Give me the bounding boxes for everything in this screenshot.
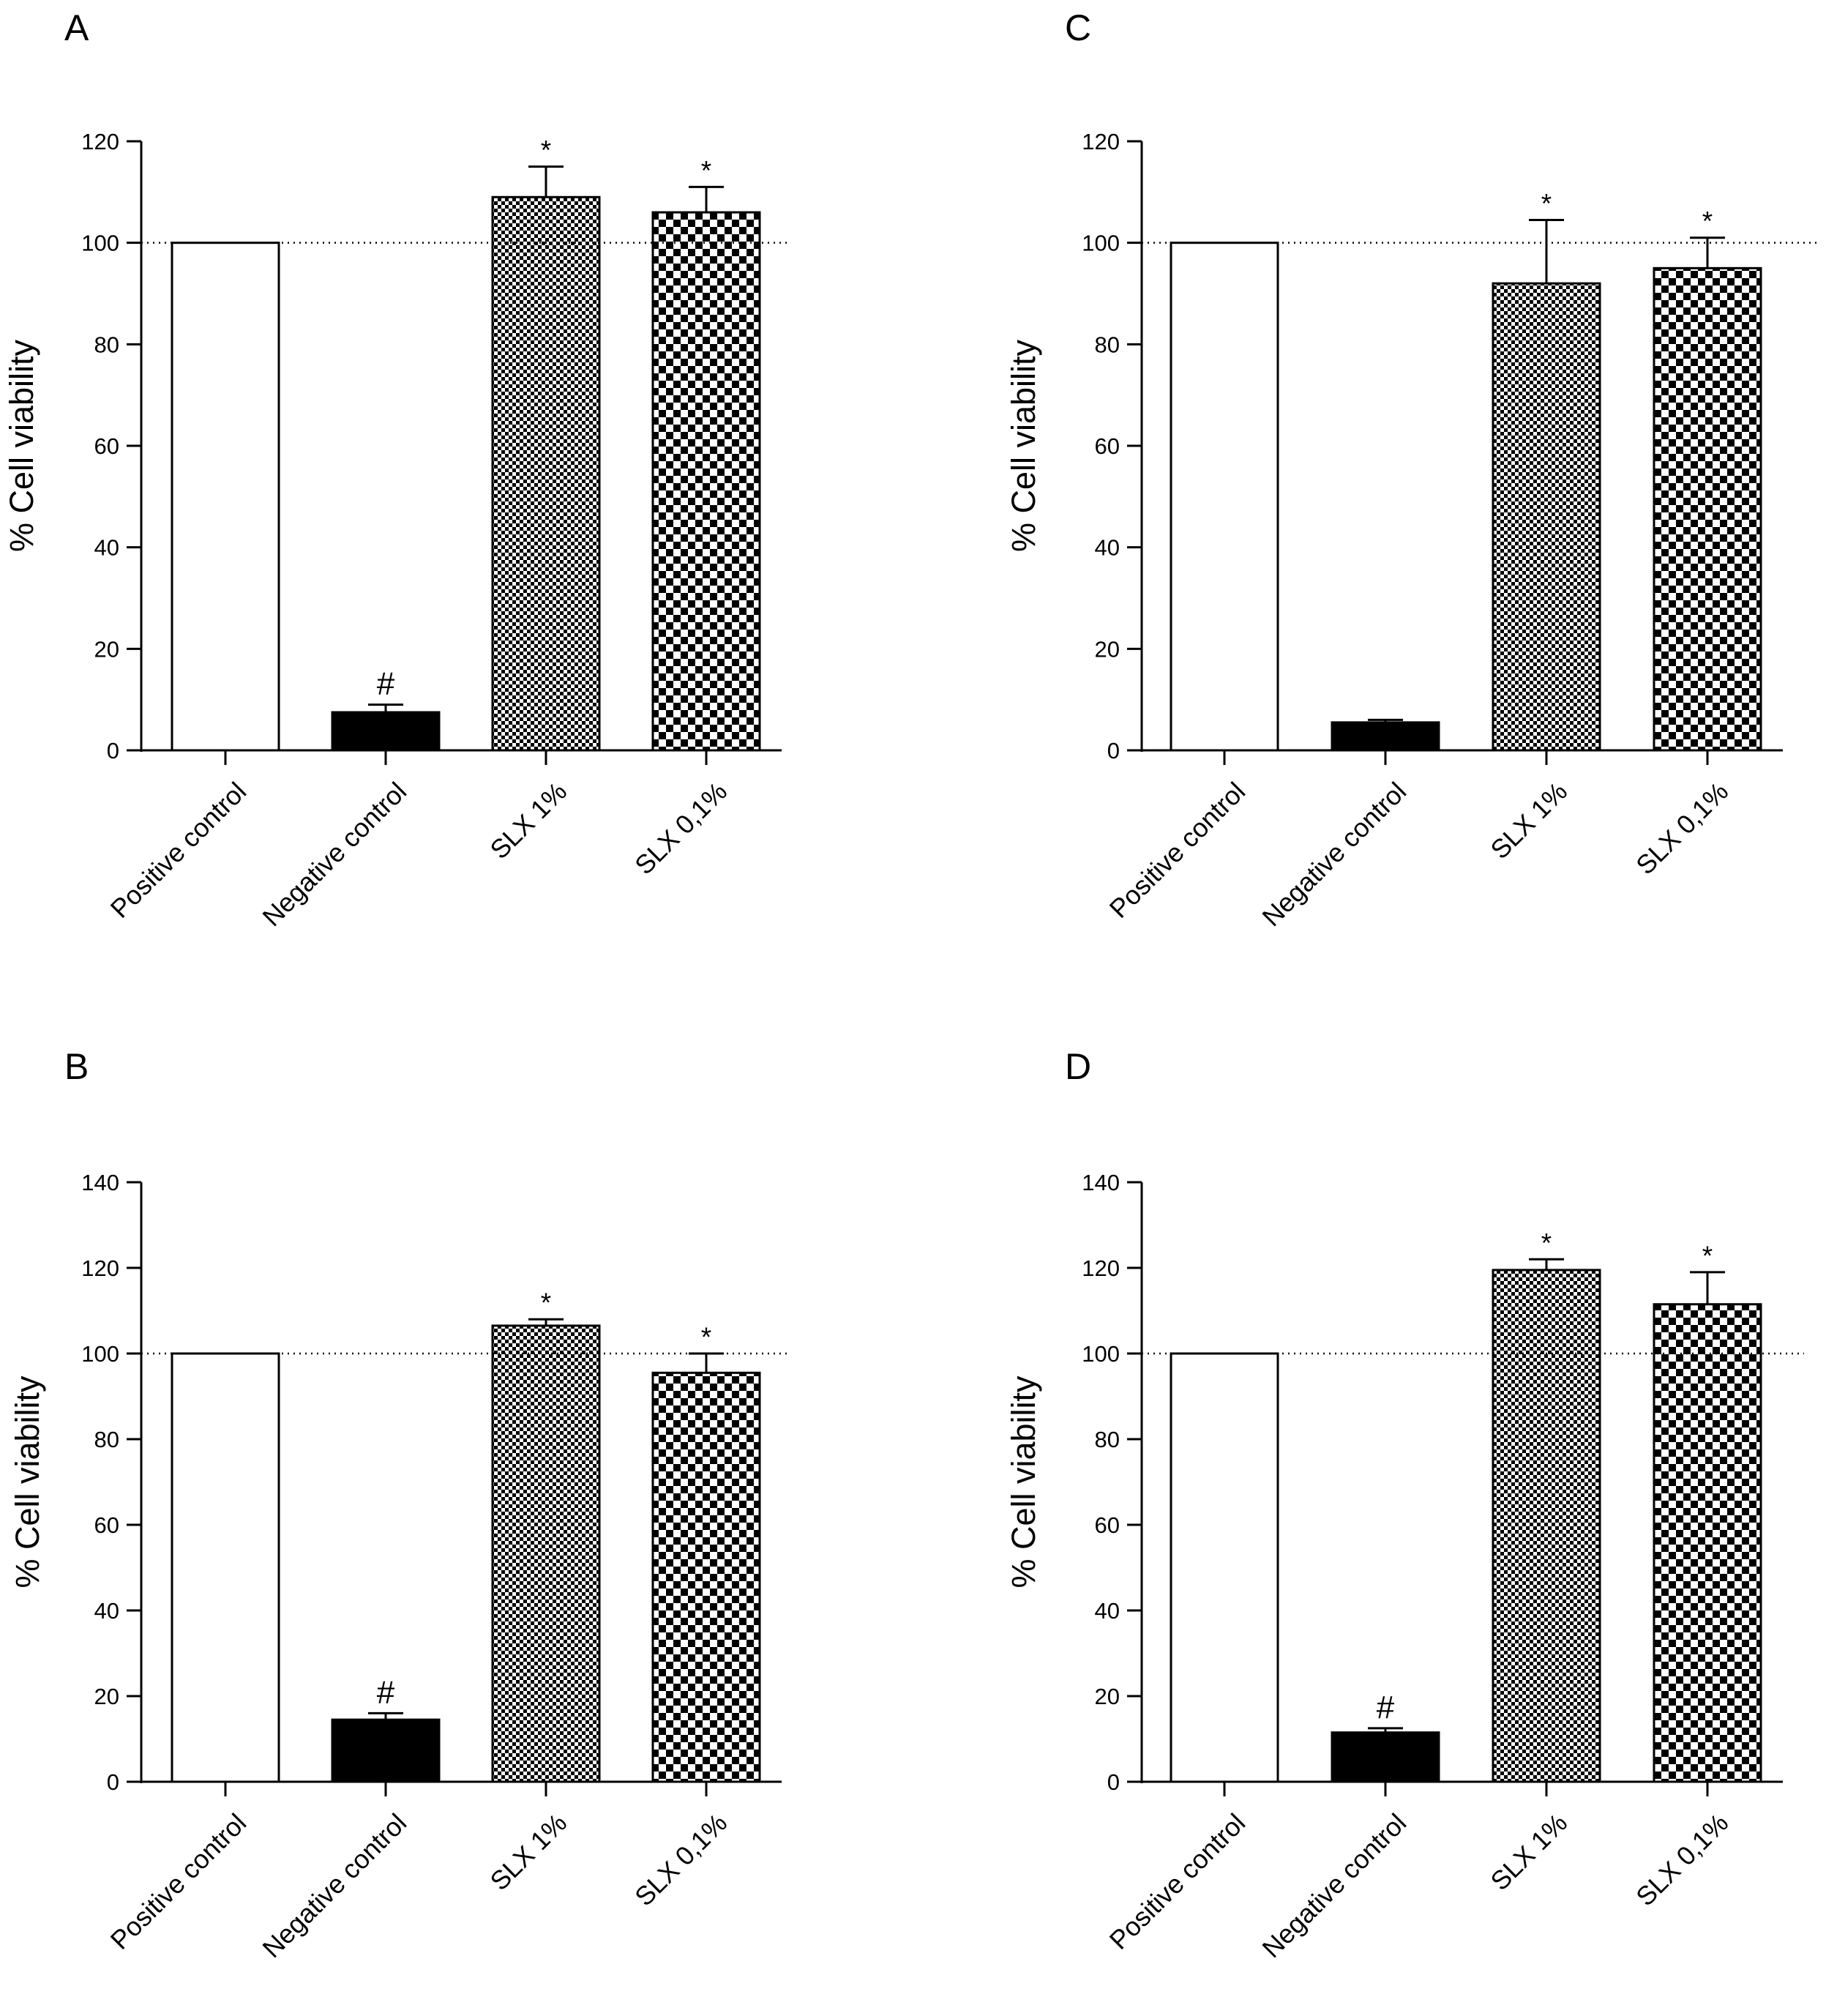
y-tick-label: 100 bbox=[1082, 231, 1120, 256]
significance-asterisk: * bbox=[1541, 1228, 1552, 1258]
y-tick-label: 140 bbox=[1082, 1170, 1120, 1195]
panel-A: A 0 20 40 60 80 100 120 % Cell viability Positiv… bbox=[3, 7, 787, 932]
significance-asterisk: * bbox=[701, 155, 711, 185]
bar-slx-1 bbox=[1492, 1269, 1601, 1783]
significance-asterisk: * bbox=[1702, 1241, 1713, 1271]
panel-letter-A: A bbox=[64, 7, 89, 48]
bar-negative-control bbox=[1331, 721, 1440, 752]
y-tick-label: 0 bbox=[107, 1769, 119, 1795]
panel-B: B 0 20 40 60 80 100 120 140 % Cell viability Posi… bbox=[9, 1046, 787, 1963]
x-tick-label-slx-0-1: SLX 0,1% bbox=[1630, 776, 1734, 880]
y-tick-label: 20 bbox=[94, 1684, 119, 1709]
y-tick-label: 100 bbox=[81, 1341, 119, 1367]
x-tick-label-slx-1: SLX 1% bbox=[484, 776, 572, 865]
bar-positive-control bbox=[1170, 242, 1279, 752]
x-tick-label-slx-1: SLX 1% bbox=[1484, 1807, 1573, 1896]
x-tick-label-negative-control: Negative control bbox=[256, 1807, 412, 1963]
y-tick-label: 60 bbox=[94, 1512, 119, 1538]
x-tick-label-positive-control: Positive control bbox=[105, 1807, 252, 1955]
y-tick-label: 100 bbox=[81, 231, 119, 256]
significance-asterisk: * bbox=[1541, 188, 1552, 218]
y-tick-label: 80 bbox=[1095, 332, 1120, 357]
y-tick-label: 60 bbox=[94, 433, 119, 459]
y-tick-label: 120 bbox=[81, 129, 119, 154]
x-tick-label-slx-1: SLX 1% bbox=[1484, 776, 1573, 865]
bar-negative-control bbox=[331, 711, 441, 752]
significance-hash: # bbox=[377, 1674, 395, 1710]
x-tick-label-slx-0-1: SLX 0,1% bbox=[629, 1807, 733, 1911]
panel-letter-B: B bbox=[64, 1046, 89, 1087]
y-tick-label: 80 bbox=[94, 332, 119, 357]
significance-asterisk: * bbox=[541, 1288, 551, 1318]
y-tick-label: 40 bbox=[94, 535, 119, 561]
x-tick-label-positive-control: Positive control bbox=[1104, 1807, 1251, 1955]
y-tick-label: 120 bbox=[1082, 129, 1120, 154]
bar-slx-0-1 bbox=[651, 211, 761, 752]
y-axis-title: % Cell viability bbox=[1005, 1375, 1042, 1588]
y-tick-label: 120 bbox=[1082, 1255, 1120, 1281]
bar-slx-0-1 bbox=[1653, 266, 1762, 752]
y-axis-title: % Cell viability bbox=[1005, 339, 1042, 552]
bar-slx-0-1 bbox=[1653, 1303, 1762, 1783]
y-tick-label: 40 bbox=[94, 1598, 119, 1624]
y-tick-label: 120 bbox=[81, 1255, 119, 1281]
y-tick-label: 0 bbox=[107, 738, 119, 764]
y-tick-label: 0 bbox=[1107, 1769, 1120, 1795]
y-axis-title: % Cell viability bbox=[9, 1375, 46, 1588]
bar-slx-1 bbox=[491, 195, 601, 752]
bar-positive-control bbox=[171, 1352, 280, 1783]
y-tick-label: 60 bbox=[1095, 433, 1120, 459]
bar-positive-control bbox=[1170, 1352, 1279, 1783]
significance-hash: # bbox=[377, 666, 395, 702]
significance-asterisk: * bbox=[541, 135, 551, 165]
significance-asterisk: * bbox=[701, 1322, 711, 1352]
y-tick-label: 20 bbox=[94, 636, 119, 662]
bar-positive-control bbox=[171, 242, 280, 752]
y-tick-label: 40 bbox=[1095, 1598, 1120, 1624]
y-tick-label: 20 bbox=[1095, 1684, 1120, 1709]
x-tick-label-negative-control: Negative control bbox=[1256, 1807, 1412, 1963]
y-axis-title: % Cell viability bbox=[3, 339, 40, 552]
x-tick-label-positive-control: Positive control bbox=[1104, 776, 1251, 924]
bar-negative-control bbox=[1331, 1731, 1440, 1783]
panel-letter-C: C bbox=[1065, 7, 1091, 48]
y-tick-label: 60 bbox=[1095, 1512, 1120, 1538]
y-tick-label: 0 bbox=[1107, 738, 1120, 764]
y-tick-label: 40 bbox=[1095, 535, 1120, 561]
significance-hash: # bbox=[1377, 1690, 1395, 1725]
bar-negative-control bbox=[331, 1718, 441, 1783]
x-tick-label-slx-0-1: SLX 0,1% bbox=[629, 776, 733, 880]
panel-letter-D: D bbox=[1065, 1046, 1091, 1087]
y-tick-label: 20 bbox=[1095, 636, 1120, 662]
bar-slx-0-1 bbox=[651, 1371, 761, 1783]
x-tick-label-positive-control: Positive control bbox=[105, 776, 252, 924]
y-tick-label: 80 bbox=[94, 1427, 119, 1452]
significance-asterisk: * bbox=[1702, 206, 1713, 236]
x-tick-label-negative-control: Negative control bbox=[1256, 776, 1412, 932]
panel-C: C 0 20 40 60 80 100 120 % Cell viability Positiv… bbox=[1005, 7, 1820, 932]
x-tick-label-negative-control: Negative control bbox=[256, 776, 412, 932]
panel-D: D 0 20 40 60 80 100 120 140 % Cell viability Posi… bbox=[1005, 1046, 1804, 1963]
y-tick-label: 80 bbox=[1095, 1427, 1120, 1452]
x-tick-label-slx-0-1: SLX 0,1% bbox=[1630, 1807, 1734, 1911]
y-tick-label: 140 bbox=[81, 1170, 119, 1195]
x-tick-label-slx-1: SLX 1% bbox=[484, 1807, 572, 1896]
bar-slx-1 bbox=[1492, 282, 1601, 752]
y-tick-label: 100 bbox=[1082, 1341, 1120, 1367]
bar-slx-1 bbox=[491, 1324, 601, 1783]
